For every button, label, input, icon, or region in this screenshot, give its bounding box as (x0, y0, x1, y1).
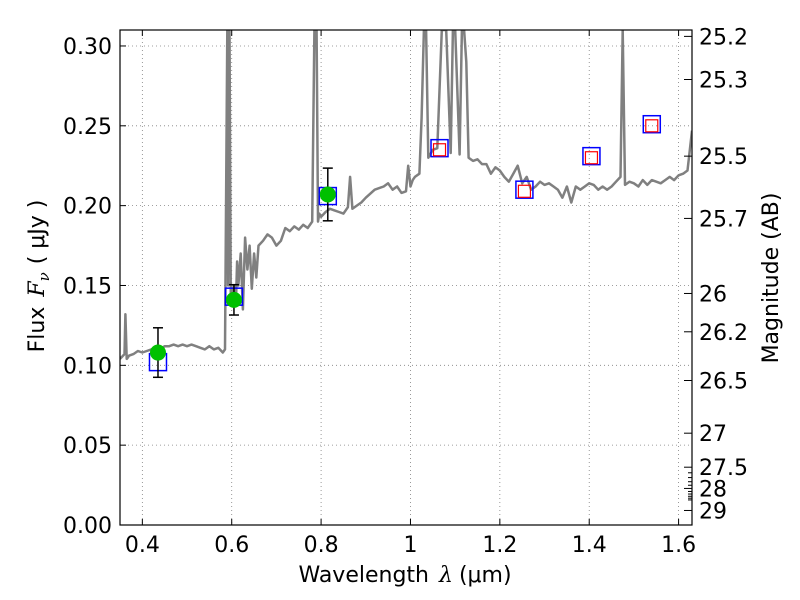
x-tick-label: 0.6 (214, 533, 249, 558)
mag-tick-label: 25.3 (699, 69, 748, 94)
marker-layer (148, 114, 662, 379)
y-axis-label: FluxFν( μJy ) (25, 200, 53, 353)
x-tick-label: 0.4 (125, 533, 160, 558)
y-tick-label: 0.20 (63, 195, 112, 220)
blue-square-marker (430, 138, 449, 158)
x-tick-label: 1 (403, 533, 417, 558)
red-square-marker (432, 143, 447, 157)
mag-tick-label: 27.5 (699, 456, 748, 481)
red-square-marker (517, 184, 532, 198)
plot-frame (119, 29, 693, 526)
y-tick-label: 0.15 (63, 274, 112, 299)
y-tick-label: 0.10 (63, 354, 112, 379)
spectrum-layer (120, 30, 692, 361)
blue-square-marker (642, 114, 662, 134)
mag-tick-label: 25.5 (699, 145, 748, 170)
mag-tick-label: 26.2 (699, 321, 748, 346)
x-tick-label: 1.2 (482, 533, 517, 558)
grid-lines (120, 30, 692, 526)
green-data-point (149, 344, 166, 361)
red-square-marker (584, 151, 599, 165)
x-tick-label: 1.6 (661, 533, 696, 558)
green-data-point (319, 186, 336, 203)
x-tick-label: 1.4 (572, 533, 607, 558)
mag-tick-label: 25.7 (699, 207, 748, 232)
x-tick-label: 0.8 (304, 533, 339, 558)
blue-square-marker (582, 146, 601, 166)
y-tick-label: 0.05 (63, 434, 112, 459)
y-tick-label: 0.00 (63, 514, 112, 539)
red-square-marker (645, 119, 659, 133)
mag-tick-label: 29 (699, 499, 727, 524)
tick-layer: 0.4 0.6 0.8 1 1.2 1.4 1.6 0.00 0.05 0.10 0.15 0.20 0… (63, 25, 748, 558)
blue-square-marker (515, 180, 534, 199)
mag-tick-label: 26.5 (699, 369, 748, 394)
magnitude-axis-label: Magnitude (AB) (759, 193, 784, 364)
mag-tick-label: 25.2 (699, 25, 748, 50)
spectrum-line (120, 30, 692, 361)
green-data-point (225, 291, 242, 308)
y-tick-label: 0.25 (63, 115, 112, 140)
y-tick-label: 0.30 (63, 35, 112, 60)
mag-tick-label: 28 (699, 477, 727, 502)
x-axis-label: Wavelength λ (μm) (298, 563, 511, 588)
mag-tick-label: 26 (699, 282, 727, 307)
mag-tick-label: 27 (699, 422, 727, 447)
